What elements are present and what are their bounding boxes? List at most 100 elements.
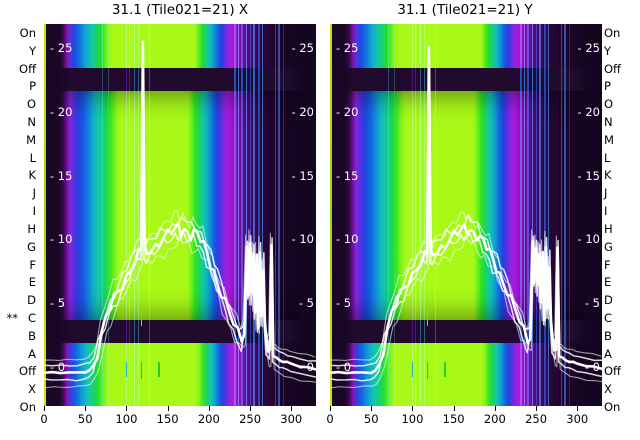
channel-label-a: A (604, 346, 612, 361)
heatmap-panel-y[interactable]: - 0 - 0 - 5 - 5 - 10 - 10 - 15 - 15 - 20 - 20 - 25… (330, 24, 602, 406)
y-tick-label-15: - 15 (336, 168, 359, 183)
y-tick-label-20: - 20 (577, 105, 600, 120)
event-marker-2 (411, 362, 414, 378)
y-tick-label-5: - 5 (50, 296, 66, 311)
y-tick-label-25: - 25 (291, 41, 314, 56)
striation-13 (274, 24, 277, 406)
striation-9 (249, 24, 252, 406)
channel-label-o: O (604, 97, 614, 112)
striation-0 (411, 24, 413, 406)
selection-marker-icon: ** (6, 311, 19, 325)
striation-8 (245, 24, 247, 406)
y-tick-label-15: - 15 (291, 168, 314, 183)
x-tick-mark-150 (167, 406, 169, 411)
channel-label-d: D (27, 293, 36, 308)
left-vignette (44, 24, 70, 406)
y-tick-label-10: - 10 (336, 232, 359, 247)
event-marker-2 (125, 362, 128, 378)
y-tick-label-0: - 0 (298, 359, 314, 374)
striation-14 (278, 24, 280, 406)
striation-3 (137, 24, 139, 406)
right-vignette (576, 24, 602, 406)
y-tick-label-20: - 20 (291, 105, 314, 120)
y-tick-label-10: - 10 (291, 232, 314, 247)
striation-17 (394, 24, 396, 406)
x-tick-mark-50 (85, 406, 87, 411)
channel-label-l: L (604, 150, 611, 165)
right-vignette (290, 24, 316, 406)
x-tick-label-50: 50 (363, 412, 379, 426)
trace-path-1 (330, 46, 602, 382)
x-tick-label-200: 200 (197, 412, 220, 426)
trace-path-1 (44, 41, 316, 382)
trace-path-2 (330, 46, 602, 367)
y-tick-label-20: - 20 (50, 105, 73, 120)
striation-13 (560, 24, 563, 406)
channel-label-y: Y (604, 43, 612, 58)
channel-label-j: J (32, 186, 36, 201)
channel-label-g: G (604, 239, 613, 254)
striation-7 (527, 24, 530, 406)
channel-label-x: X (604, 382, 612, 397)
striation-5 (520, 24, 522, 406)
striation-5 (234, 24, 236, 406)
channel-label-b: B (604, 328, 612, 343)
striation-2 (133, 24, 136, 406)
x-tick-mark-300 (291, 406, 293, 411)
striation-7 (241, 24, 244, 406)
channel-label-m: M (26, 132, 36, 147)
channel-label-f: F (29, 257, 36, 272)
channel-label-i: I (604, 204, 608, 219)
x-tick-mark-0 (330, 406, 331, 411)
striation-1 (128, 24, 130, 406)
striation-6 (237, 24, 239, 406)
channel-label-h: H (27, 221, 36, 236)
event-marker-3 (444, 362, 446, 378)
channel-label-l: L (29, 150, 36, 165)
channel-label-on: On (604, 25, 621, 40)
channel-label-c: C (604, 311, 613, 325)
x-tick-mark-50 (371, 406, 373, 411)
striation-14 (564, 24, 566, 406)
event-marker-1 (140, 362, 143, 380)
x-tick-label-300: 300 (566, 412, 589, 426)
x-tick-label-100: 100 (115, 412, 138, 426)
heatmap-striations (330, 24, 602, 406)
striation-3 (423, 24, 425, 406)
striation-2 (419, 24, 422, 406)
y-tick-label-5: - 5 (336, 296, 352, 311)
y-tick-label-25: - 25 (50, 41, 73, 56)
trace-path-4 (44, 41, 316, 362)
y-tick-label-10: - 10 (577, 232, 600, 247)
striation-8 (531, 24, 533, 406)
axis-edge-line (330, 24, 332, 406)
striation-9 (535, 24, 538, 406)
heatmap-panel-x[interactable]: - 0 - 0 - 5 - 5 - 10 - 10 - 15 - 15 - 20 - 20 - 25… (44, 24, 316, 406)
striation-4 (434, 24, 436, 406)
striation-6 (523, 24, 525, 406)
channel-label-off: Off (19, 364, 36, 379)
striation-16 (102, 24, 104, 406)
x-tick-mark-100 (126, 406, 128, 411)
x-tick-mark-0 (44, 406, 45, 411)
trace-overlay-y-trace (330, 45, 602, 389)
channel-label-on: On (19, 400, 36, 415)
y-tick-label-0: - 0 (584, 359, 600, 374)
x-tick-mark-100 (412, 406, 414, 411)
x-tick-mark-250 (250, 406, 252, 411)
event-marker-3 (158, 362, 160, 378)
trace-overlay-x-trace (44, 40, 316, 389)
x-tick-label-0: 0 (326, 412, 334, 426)
trace-path-3 (44, 41, 316, 389)
channel-label-b: B (28, 328, 36, 343)
trace-path-0 (44, 40, 316, 375)
striation-10 (253, 24, 255, 406)
x-tick-mark-250 (536, 406, 538, 411)
event-marker-1 (426, 362, 429, 380)
y-tick-label-0: - 0 (50, 359, 66, 374)
heatmap-band-gap-1 (330, 67, 602, 91)
heatmap-band-upper-band (330, 24, 602, 68)
x-tick-label-150: 150 (442, 412, 465, 426)
trace-path-2 (44, 41, 316, 367)
channel-label-g: G (27, 239, 36, 254)
